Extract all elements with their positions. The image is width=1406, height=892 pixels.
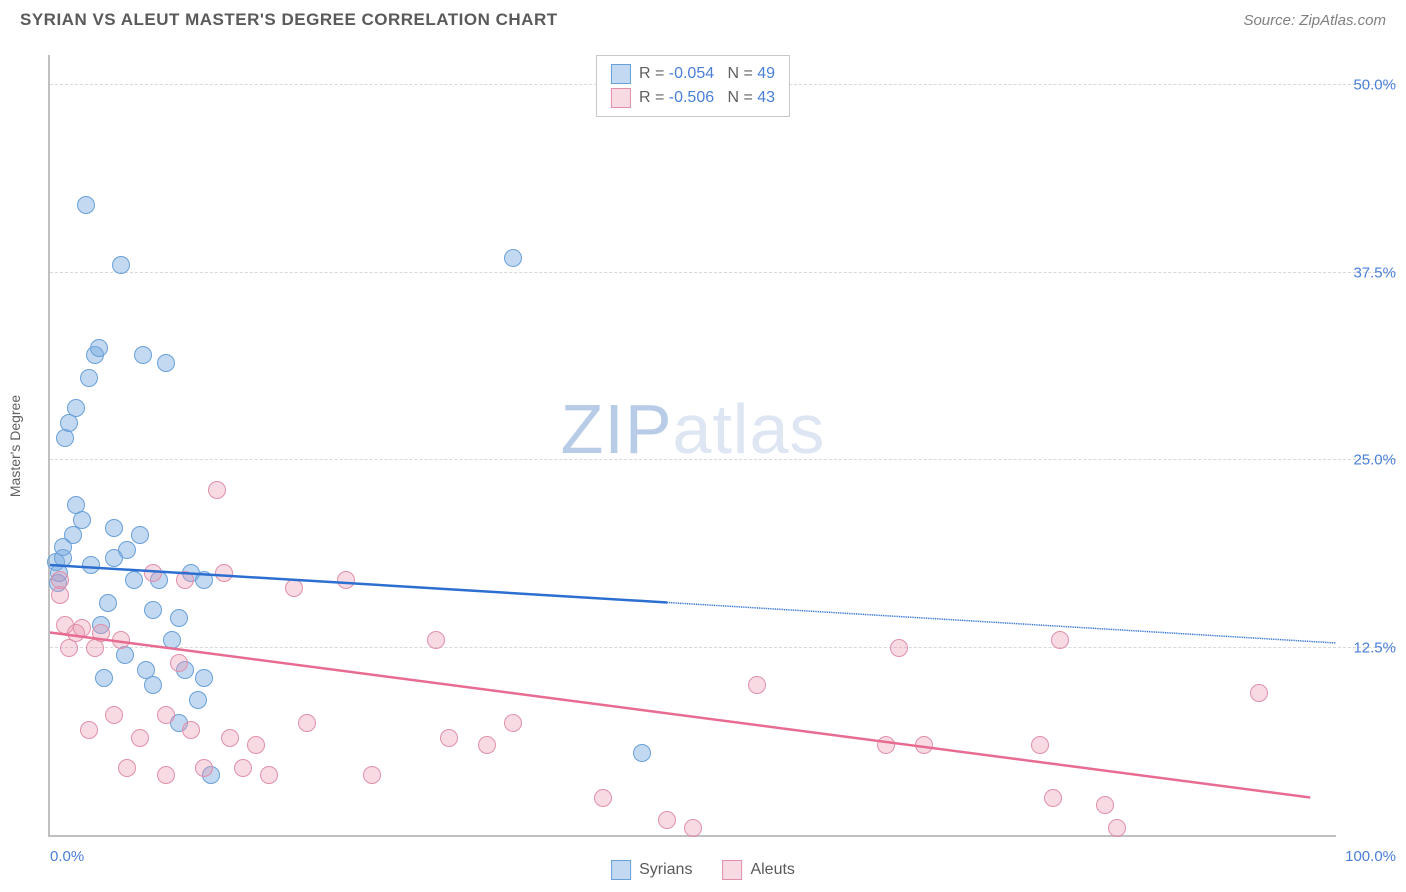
data-point [51,586,69,604]
data-point [285,579,303,597]
data-point [144,564,162,582]
data-point [67,399,85,417]
data-point [80,369,98,387]
legend-item: Syrians [611,860,692,880]
legend-swatch [722,860,742,880]
data-point [163,631,181,649]
data-point [1096,796,1114,814]
data-point [478,736,496,754]
data-point [176,571,194,589]
stats-legend: R = -0.054 N = 49 R = -0.506 N = 43 [596,55,790,117]
watermark: ZIPatlas [561,389,826,469]
data-point [658,811,676,829]
data-point [633,744,651,762]
legend-label: Syrians [639,861,692,879]
source-label: Source: ZipAtlas.com [1243,12,1386,29]
data-point [56,429,74,447]
chart-title: SYRIAN VS ALEUT MASTER'S DEGREE CORRELAT… [20,10,558,30]
data-point [112,256,130,274]
y-tick-label: 37.5% [1341,264,1396,281]
data-point [131,526,149,544]
gridline [50,459,1396,460]
data-point [77,196,95,214]
data-point [440,729,458,747]
data-point [208,481,226,499]
data-point [170,654,188,672]
data-point [684,819,702,837]
legend-swatch [611,64,631,84]
data-point [95,669,113,687]
legend-swatch [611,860,631,880]
data-point [337,571,355,589]
data-point [99,594,117,612]
gridline [50,272,1396,273]
y-tick-label: 50.0% [1341,77,1396,94]
legend-item: Aleuts [722,860,794,880]
gridline [50,647,1396,648]
data-point [195,571,213,589]
data-point [195,669,213,687]
stats-text: R = -0.054 N = 49 [639,65,775,83]
data-point [157,766,175,784]
data-point [157,706,175,724]
data-point [92,624,110,642]
data-point [594,789,612,807]
data-point [105,706,123,724]
data-point [170,609,188,627]
data-point [80,721,98,739]
data-point [247,736,265,754]
y-tick-label: 12.5% [1341,639,1396,656]
chart-plot-area: ZIPatlas R = -0.054 N = 49 R = -0.506 N =… [48,55,1336,837]
data-point [73,619,91,637]
data-point [1108,819,1126,837]
data-point [877,736,895,754]
data-point [1250,684,1268,702]
data-point [195,759,213,777]
data-point [890,639,908,657]
data-point [298,714,316,732]
data-point [748,676,766,694]
data-point [82,556,100,574]
y-axis-label: Master's Degree [7,395,23,497]
data-point [915,736,933,754]
data-point [90,339,108,357]
data-point [157,354,175,372]
data-point [427,631,445,649]
data-point [234,759,252,777]
data-point [112,631,130,649]
x-tick-label: 0.0% [50,848,84,865]
x-tick-label: 100.0% [1345,848,1396,865]
y-tick-label: 25.0% [1341,452,1396,469]
data-point [118,541,136,559]
legend-label: Aleuts [750,861,794,879]
data-point [504,249,522,267]
data-point [182,721,200,739]
legend-swatch [611,88,631,108]
data-point [131,729,149,747]
stats-legend-row: R = -0.054 N = 49 [611,62,775,86]
data-point [144,676,162,694]
data-point [118,759,136,777]
stats-text: R = -0.506 N = 43 [639,89,775,107]
data-point [189,691,207,709]
data-point [73,511,91,529]
data-point [504,714,522,732]
data-point [1031,736,1049,754]
data-point [363,766,381,784]
data-point [1044,789,1062,807]
data-point [1051,631,1069,649]
data-point [105,519,123,537]
data-point [260,766,278,784]
stats-legend-row: R = -0.506 N = 43 [611,86,775,110]
series-legend: Syrians Aleuts [611,860,795,880]
data-point [221,729,239,747]
data-point [134,346,152,364]
data-point [125,571,143,589]
data-point [144,601,162,619]
data-point [215,564,233,582]
